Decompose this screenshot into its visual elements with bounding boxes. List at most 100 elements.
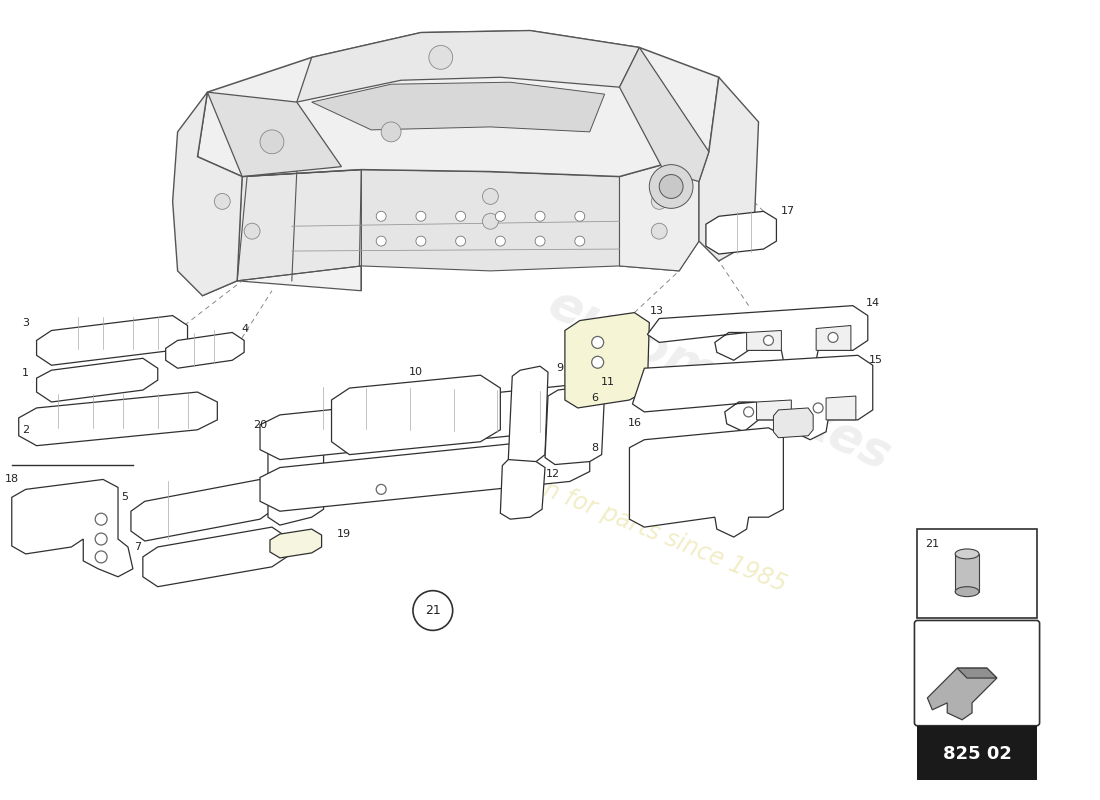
Circle shape bbox=[429, 46, 453, 70]
Circle shape bbox=[96, 551, 107, 563]
Polygon shape bbox=[698, 78, 759, 261]
Polygon shape bbox=[500, 459, 544, 519]
Text: 825 02: 825 02 bbox=[943, 745, 1012, 762]
Circle shape bbox=[376, 485, 386, 494]
FancyBboxPatch shape bbox=[917, 726, 1036, 780]
Circle shape bbox=[649, 165, 693, 208]
Circle shape bbox=[535, 211, 544, 222]
FancyBboxPatch shape bbox=[914, 621, 1040, 726]
Circle shape bbox=[535, 236, 544, 246]
Circle shape bbox=[495, 211, 505, 222]
Polygon shape bbox=[268, 432, 323, 525]
Text: 6: 6 bbox=[591, 393, 598, 403]
Polygon shape bbox=[36, 315, 187, 366]
Text: 9: 9 bbox=[557, 363, 563, 374]
Polygon shape bbox=[361, 170, 619, 290]
Circle shape bbox=[244, 223, 260, 239]
Circle shape bbox=[651, 194, 668, 210]
FancyBboxPatch shape bbox=[917, 529, 1036, 618]
Polygon shape bbox=[619, 152, 708, 271]
Text: 17: 17 bbox=[781, 206, 795, 216]
Text: 2: 2 bbox=[22, 425, 30, 434]
Polygon shape bbox=[629, 428, 783, 537]
Polygon shape bbox=[632, 355, 872, 440]
Text: 21: 21 bbox=[425, 604, 441, 617]
Polygon shape bbox=[927, 668, 997, 720]
Polygon shape bbox=[19, 392, 218, 446]
Circle shape bbox=[813, 403, 823, 413]
Text: 18: 18 bbox=[4, 474, 19, 485]
Polygon shape bbox=[706, 211, 777, 254]
Polygon shape bbox=[565, 313, 649, 408]
Polygon shape bbox=[260, 438, 590, 511]
Polygon shape bbox=[619, 47, 708, 182]
Polygon shape bbox=[36, 358, 157, 402]
Circle shape bbox=[412, 590, 453, 630]
Polygon shape bbox=[747, 330, 781, 350]
Text: 13: 13 bbox=[650, 306, 664, 316]
Polygon shape bbox=[270, 529, 321, 558]
Text: 5: 5 bbox=[121, 492, 129, 502]
Ellipse shape bbox=[955, 586, 979, 597]
Text: 12: 12 bbox=[546, 470, 560, 479]
Circle shape bbox=[828, 333, 838, 342]
Text: 21: 21 bbox=[925, 539, 939, 549]
Circle shape bbox=[592, 337, 604, 348]
Polygon shape bbox=[957, 668, 997, 678]
Circle shape bbox=[592, 356, 604, 368]
Polygon shape bbox=[647, 306, 868, 368]
Text: 16: 16 bbox=[627, 418, 641, 428]
Ellipse shape bbox=[955, 549, 979, 559]
Polygon shape bbox=[311, 82, 605, 132]
Polygon shape bbox=[757, 400, 791, 420]
Polygon shape bbox=[208, 92, 341, 177]
Polygon shape bbox=[297, 30, 639, 102]
Polygon shape bbox=[508, 366, 548, 466]
Polygon shape bbox=[173, 92, 242, 296]
Text: euromotoRes: euromotoRes bbox=[540, 279, 898, 481]
Polygon shape bbox=[619, 152, 708, 271]
Circle shape bbox=[96, 514, 107, 525]
Text: 8: 8 bbox=[591, 442, 598, 453]
Circle shape bbox=[260, 130, 284, 154]
Text: 7: 7 bbox=[134, 542, 142, 552]
Polygon shape bbox=[238, 170, 361, 281]
Circle shape bbox=[483, 189, 498, 204]
Text: 20: 20 bbox=[253, 420, 267, 430]
Circle shape bbox=[495, 236, 505, 246]
Bar bbox=[955, 554, 979, 592]
Circle shape bbox=[575, 236, 585, 246]
Polygon shape bbox=[826, 396, 856, 420]
Circle shape bbox=[376, 236, 386, 246]
Circle shape bbox=[659, 174, 683, 198]
Text: 15: 15 bbox=[869, 355, 882, 366]
Polygon shape bbox=[331, 375, 500, 454]
Circle shape bbox=[763, 335, 773, 346]
Circle shape bbox=[416, 236, 426, 246]
Text: 1: 1 bbox=[22, 368, 30, 378]
Text: 10: 10 bbox=[409, 367, 422, 377]
Polygon shape bbox=[816, 326, 851, 350]
Circle shape bbox=[455, 211, 465, 222]
Text: 19: 19 bbox=[337, 529, 351, 539]
Circle shape bbox=[376, 211, 386, 222]
Circle shape bbox=[96, 533, 107, 545]
Polygon shape bbox=[260, 385, 590, 459]
Polygon shape bbox=[131, 479, 274, 541]
Polygon shape bbox=[166, 333, 244, 368]
Text: 4: 4 bbox=[242, 323, 249, 334]
Circle shape bbox=[416, 211, 426, 222]
Text: a passion for parts since 1985: a passion for parts since 1985 bbox=[450, 441, 790, 597]
Circle shape bbox=[214, 194, 230, 210]
Text: 14: 14 bbox=[866, 298, 880, 308]
Circle shape bbox=[651, 223, 668, 239]
Circle shape bbox=[575, 211, 585, 222]
Circle shape bbox=[455, 236, 465, 246]
Text: 3: 3 bbox=[22, 318, 30, 327]
Circle shape bbox=[483, 214, 498, 229]
Circle shape bbox=[382, 122, 402, 142]
Polygon shape bbox=[198, 30, 718, 177]
Polygon shape bbox=[143, 527, 287, 586]
Circle shape bbox=[744, 407, 754, 417]
Polygon shape bbox=[198, 157, 361, 296]
